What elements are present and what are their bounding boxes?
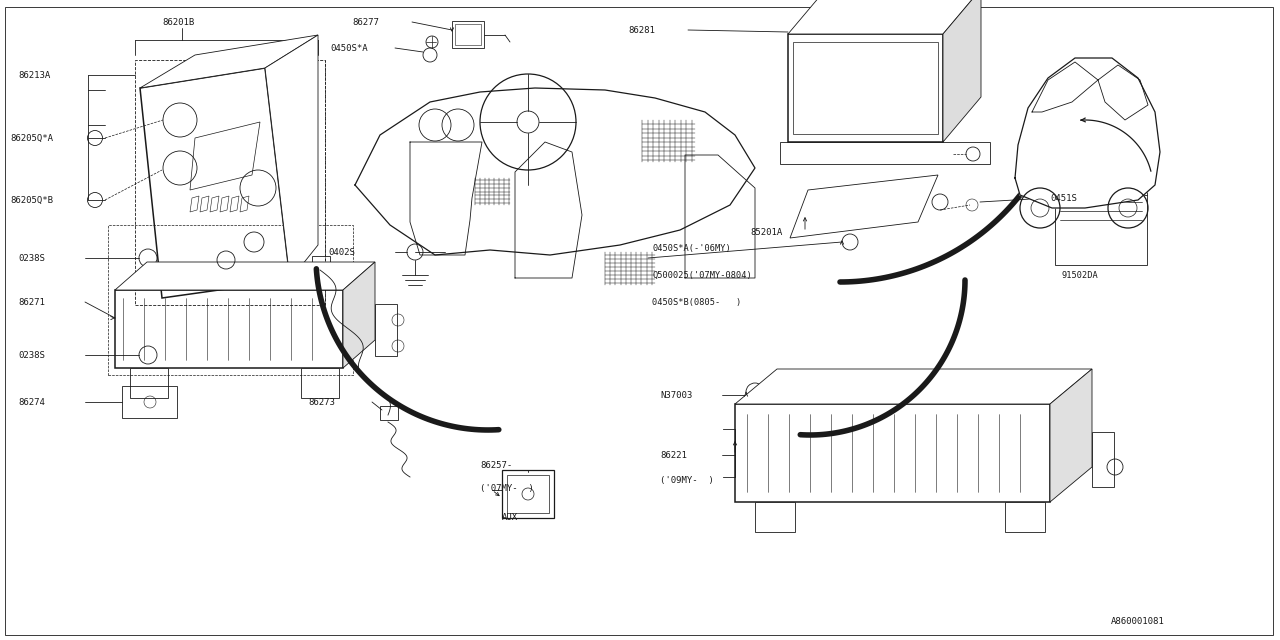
Bar <box>735 404 1050 502</box>
Text: 0451S: 0451S <box>1050 193 1076 202</box>
Bar <box>755 502 795 532</box>
Bar <box>794 42 938 134</box>
Bar <box>301 368 339 398</box>
Text: AUX: AUX <box>502 513 518 522</box>
Polygon shape <box>943 0 980 142</box>
Polygon shape <box>790 175 938 238</box>
Bar <box>507 475 549 513</box>
Text: 86281: 86281 <box>628 26 655 35</box>
Text: A860001081: A860001081 <box>1111 618 1165 627</box>
Text: 86201B: 86201B <box>163 17 195 26</box>
Text: ('07MY-  ): ('07MY- ) <box>480 483 534 493</box>
Polygon shape <box>788 0 980 34</box>
Bar <box>1055 177 1147 265</box>
Text: 86205Q*A: 86205Q*A <box>10 134 52 143</box>
Bar <box>122 386 177 418</box>
Bar <box>380 406 398 420</box>
Bar <box>312 256 330 270</box>
Polygon shape <box>1015 58 1160 208</box>
Text: 86274: 86274 <box>18 397 45 406</box>
Bar <box>131 368 168 398</box>
Text: 0238S: 0238S <box>18 351 45 360</box>
Bar <box>454 24 481 45</box>
Text: 86205Q*B: 86205Q*B <box>10 195 52 205</box>
Text: 86271: 86271 <box>18 298 45 307</box>
Text: Q500025('07MY-0804): Q500025('07MY-0804) <box>652 271 751 280</box>
Bar <box>1005 502 1044 532</box>
Text: 86273: 86273 <box>308 397 335 406</box>
Polygon shape <box>343 262 375 368</box>
Polygon shape <box>265 35 317 280</box>
Text: 0238S: 0238S <box>18 253 45 262</box>
Text: 86257-: 86257- <box>480 461 512 470</box>
Bar <box>780 142 989 164</box>
Polygon shape <box>115 262 375 290</box>
Text: 85201A: 85201A <box>750 227 782 237</box>
Text: 86221: 86221 <box>660 451 687 460</box>
Bar <box>1135 178 1146 188</box>
Bar <box>788 34 943 142</box>
Text: 0450S*B(0805-   ): 0450S*B(0805- ) <box>652 298 741 307</box>
Text: ('09MY-  ): ('09MY- ) <box>660 476 714 484</box>
Bar <box>1092 432 1114 487</box>
Text: 91502DA: 91502DA <box>1062 271 1098 280</box>
Text: 0450S*A: 0450S*A <box>330 44 367 52</box>
Bar <box>502 470 554 518</box>
Bar <box>452 21 484 48</box>
Text: 86277: 86277 <box>352 17 379 26</box>
Bar <box>108 225 353 375</box>
Text: 0450S*A(-'06MY): 0450S*A(-'06MY) <box>652 243 731 253</box>
Bar <box>134 60 325 305</box>
Bar <box>115 290 343 368</box>
Polygon shape <box>1050 369 1092 502</box>
Polygon shape <box>735 369 1092 404</box>
Text: N37003: N37003 <box>660 390 692 399</box>
Bar <box>375 304 397 356</box>
Text: 0402S: 0402S <box>328 248 355 257</box>
Text: 86213A: 86213A <box>18 70 50 79</box>
Polygon shape <box>140 35 317 88</box>
